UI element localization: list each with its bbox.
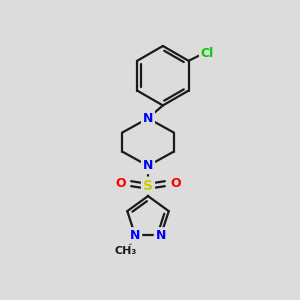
Text: S: S (143, 179, 153, 193)
Text: N: N (143, 159, 153, 172)
Text: Cl: Cl (201, 47, 214, 60)
Text: N: N (130, 229, 140, 242)
Text: O: O (170, 177, 181, 190)
Text: O: O (115, 177, 126, 190)
Text: N: N (143, 112, 153, 125)
Text: N: N (156, 229, 166, 242)
Text: CH₃: CH₃ (114, 246, 136, 256)
